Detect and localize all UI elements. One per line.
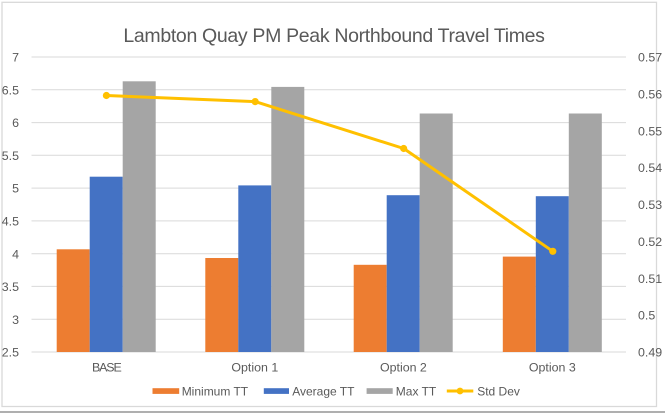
svg-text:0.51: 0.51 <box>638 272 662 286</box>
svg-text:0.5: 0.5 <box>638 309 655 323</box>
svg-text:6.5: 6.5 <box>2 83 19 97</box>
svg-text:Lambton Quay PM Peak Northboun: Lambton Quay PM Peak Northbound Travel T… <box>123 25 545 47</box>
svg-text:7: 7 <box>12 51 19 65</box>
svg-text:3: 3 <box>12 313 19 327</box>
svg-text:0.57: 0.57 <box>638 51 662 65</box>
svg-text:0.49: 0.49 <box>638 346 662 360</box>
svg-text:0.52: 0.52 <box>638 235 662 249</box>
svg-text:Std Dev: Std Dev <box>477 385 520 399</box>
svg-text:3.5: 3.5 <box>2 280 19 294</box>
svg-text:BASE: BASE <box>92 361 121 375</box>
svg-text:Average TT: Average TT <box>292 385 355 399</box>
svg-text:0.53: 0.53 <box>638 198 662 212</box>
svg-text:5.5: 5.5 <box>2 149 19 163</box>
svg-text:0.56: 0.56 <box>638 88 662 102</box>
svg-text:4: 4 <box>12 247 19 261</box>
svg-text:Minimum TT: Minimum TT <box>182 385 249 399</box>
svg-text:0.55: 0.55 <box>638 124 662 138</box>
svg-text:Option 2: Option 2 <box>380 361 427 375</box>
svg-text:Max TT: Max TT <box>396 385 437 399</box>
svg-text:Option 3: Option 3 <box>529 361 576 375</box>
svg-text:Option 1: Option 1 <box>231 361 278 375</box>
svg-text:5: 5 <box>12 182 19 196</box>
svg-text:2.5: 2.5 <box>2 346 19 360</box>
svg-text:4.5: 4.5 <box>2 215 19 229</box>
svg-text:6: 6 <box>12 116 19 130</box>
svg-text:0.54: 0.54 <box>638 161 662 175</box>
